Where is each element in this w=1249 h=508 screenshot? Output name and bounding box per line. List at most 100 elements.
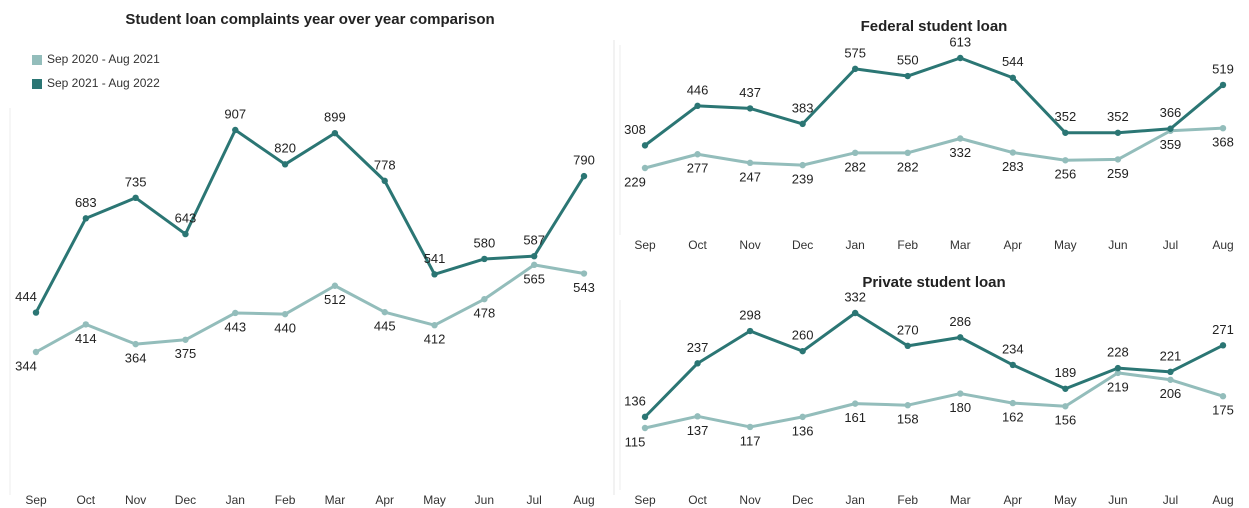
- data-label: 541: [424, 251, 446, 266]
- point: [1167, 125, 1174, 132]
- x-tick-label: Oct: [688, 493, 707, 507]
- point: [530, 261, 538, 269]
- point: [746, 159, 754, 167]
- point: [331, 129, 339, 137]
- data-label: 445: [374, 319, 396, 334]
- data-label: 115: [625, 434, 646, 449]
- data-label: 298: [739, 307, 761, 322]
- point: [281, 161, 289, 168]
- x-tick-label: Jun: [475, 493, 494, 507]
- point: [1009, 399, 1017, 407]
- point: [746, 327, 754, 335]
- x-tick-label: Sep: [634, 238, 656, 252]
- legend-label: Sep 2021 - Aug 2022: [47, 76, 160, 90]
- x-tick-label: Oct: [76, 493, 95, 507]
- data-label: 136: [792, 423, 814, 438]
- point: [381, 177, 388, 185]
- chart-title: Private student loan: [862, 274, 1005, 291]
- data-label: 446: [687, 82, 709, 97]
- data-label: 117: [740, 433, 761, 448]
- x-tick-label: Feb: [897, 493, 918, 507]
- x-tick-label: Jan: [846, 238, 865, 252]
- point: [281, 310, 289, 318]
- data-label: 735: [125, 174, 147, 189]
- data-label: 437: [739, 85, 761, 100]
- data-label: 247: [739, 169, 761, 184]
- point: [1062, 385, 1069, 392]
- point: [1009, 149, 1017, 156]
- point: [1167, 368, 1174, 376]
- point: [132, 340, 139, 348]
- point: [1062, 157, 1069, 164]
- point: [232, 309, 239, 317]
- series-line: [35, 263, 585, 354]
- data-label: 907: [224, 106, 246, 121]
- point: [957, 334, 964, 341]
- data-label: 683: [75, 195, 97, 210]
- data-label: 162: [1002, 410, 1024, 425]
- x-tick-label: Apr: [1003, 238, 1022, 252]
- data-label: 444: [15, 289, 37, 304]
- data-label: 512: [324, 292, 346, 307]
- point: [1219, 81, 1227, 89]
- data-label: 189: [1055, 365, 1077, 380]
- x-tick-label: Nov: [739, 493, 760, 507]
- point: [431, 321, 438, 329]
- data-label: 237: [687, 340, 709, 355]
- point: [694, 360, 701, 367]
- x-tick-label: Apr: [1003, 493, 1022, 507]
- point: [481, 295, 488, 303]
- data-label: 271: [1212, 322, 1234, 337]
- data-label: 575: [844, 45, 866, 60]
- point: [481, 255, 488, 263]
- series-line: [644, 126, 1224, 170]
- data-label: 286: [949, 314, 971, 329]
- data-label: 565: [523, 271, 545, 286]
- data-label: 161: [844, 410, 866, 425]
- point: [182, 336, 189, 343]
- x-tick-label: Jun: [1108, 493, 1127, 507]
- x-tick-label: Feb: [275, 493, 296, 507]
- data-label: 364: [125, 351, 147, 366]
- point: [381, 308, 388, 316]
- point: [132, 194, 139, 202]
- data-label: 136: [624, 393, 646, 408]
- data-label: 375: [175, 346, 197, 361]
- x-tick-label: Mar: [325, 493, 346, 507]
- data-label: 158: [897, 412, 919, 427]
- x-tick-label: Sep: [634, 493, 656, 507]
- legend-label: Sep 2020 - Aug 2021: [47, 52, 160, 66]
- chart-title: Federal student loan: [861, 18, 1008, 35]
- point: [694, 413, 701, 420]
- data-label: 613: [949, 34, 971, 49]
- data-label: 270: [897, 322, 919, 337]
- data-label: 440: [274, 321, 296, 336]
- point: [957, 135, 964, 142]
- x-tick-label: Dec: [792, 493, 813, 507]
- chart-title: Student loan complaints year over year c…: [125, 11, 494, 28]
- series-line: [643, 311, 1224, 418]
- x-tick-label: Sep: [25, 493, 47, 507]
- point: [1009, 74, 1017, 81]
- x-tick-label: Aug: [573, 493, 594, 507]
- data-label: 221: [1160, 348, 1182, 363]
- data-label: 352: [1055, 109, 1077, 124]
- point: [1009, 361, 1017, 369]
- series-line: [34, 128, 586, 314]
- data-label: 283: [1002, 159, 1024, 174]
- data-label: 344: [15, 358, 37, 373]
- point: [851, 309, 859, 317]
- data-label: 239: [792, 172, 814, 187]
- point: [799, 347, 806, 355]
- x-tick-label: Mar: [950, 238, 971, 252]
- point: [431, 271, 438, 278]
- point: [746, 105, 754, 112]
- point: [82, 321, 90, 328]
- x-tick-label: Dec: [175, 493, 196, 507]
- data-label: 259: [1107, 166, 1129, 181]
- data-label: 778: [374, 157, 396, 172]
- point: [1062, 403, 1069, 410]
- data-label: 414: [75, 331, 97, 346]
- x-tick-label: Jan: [846, 493, 865, 507]
- x-tick-label: Jul: [1163, 493, 1178, 507]
